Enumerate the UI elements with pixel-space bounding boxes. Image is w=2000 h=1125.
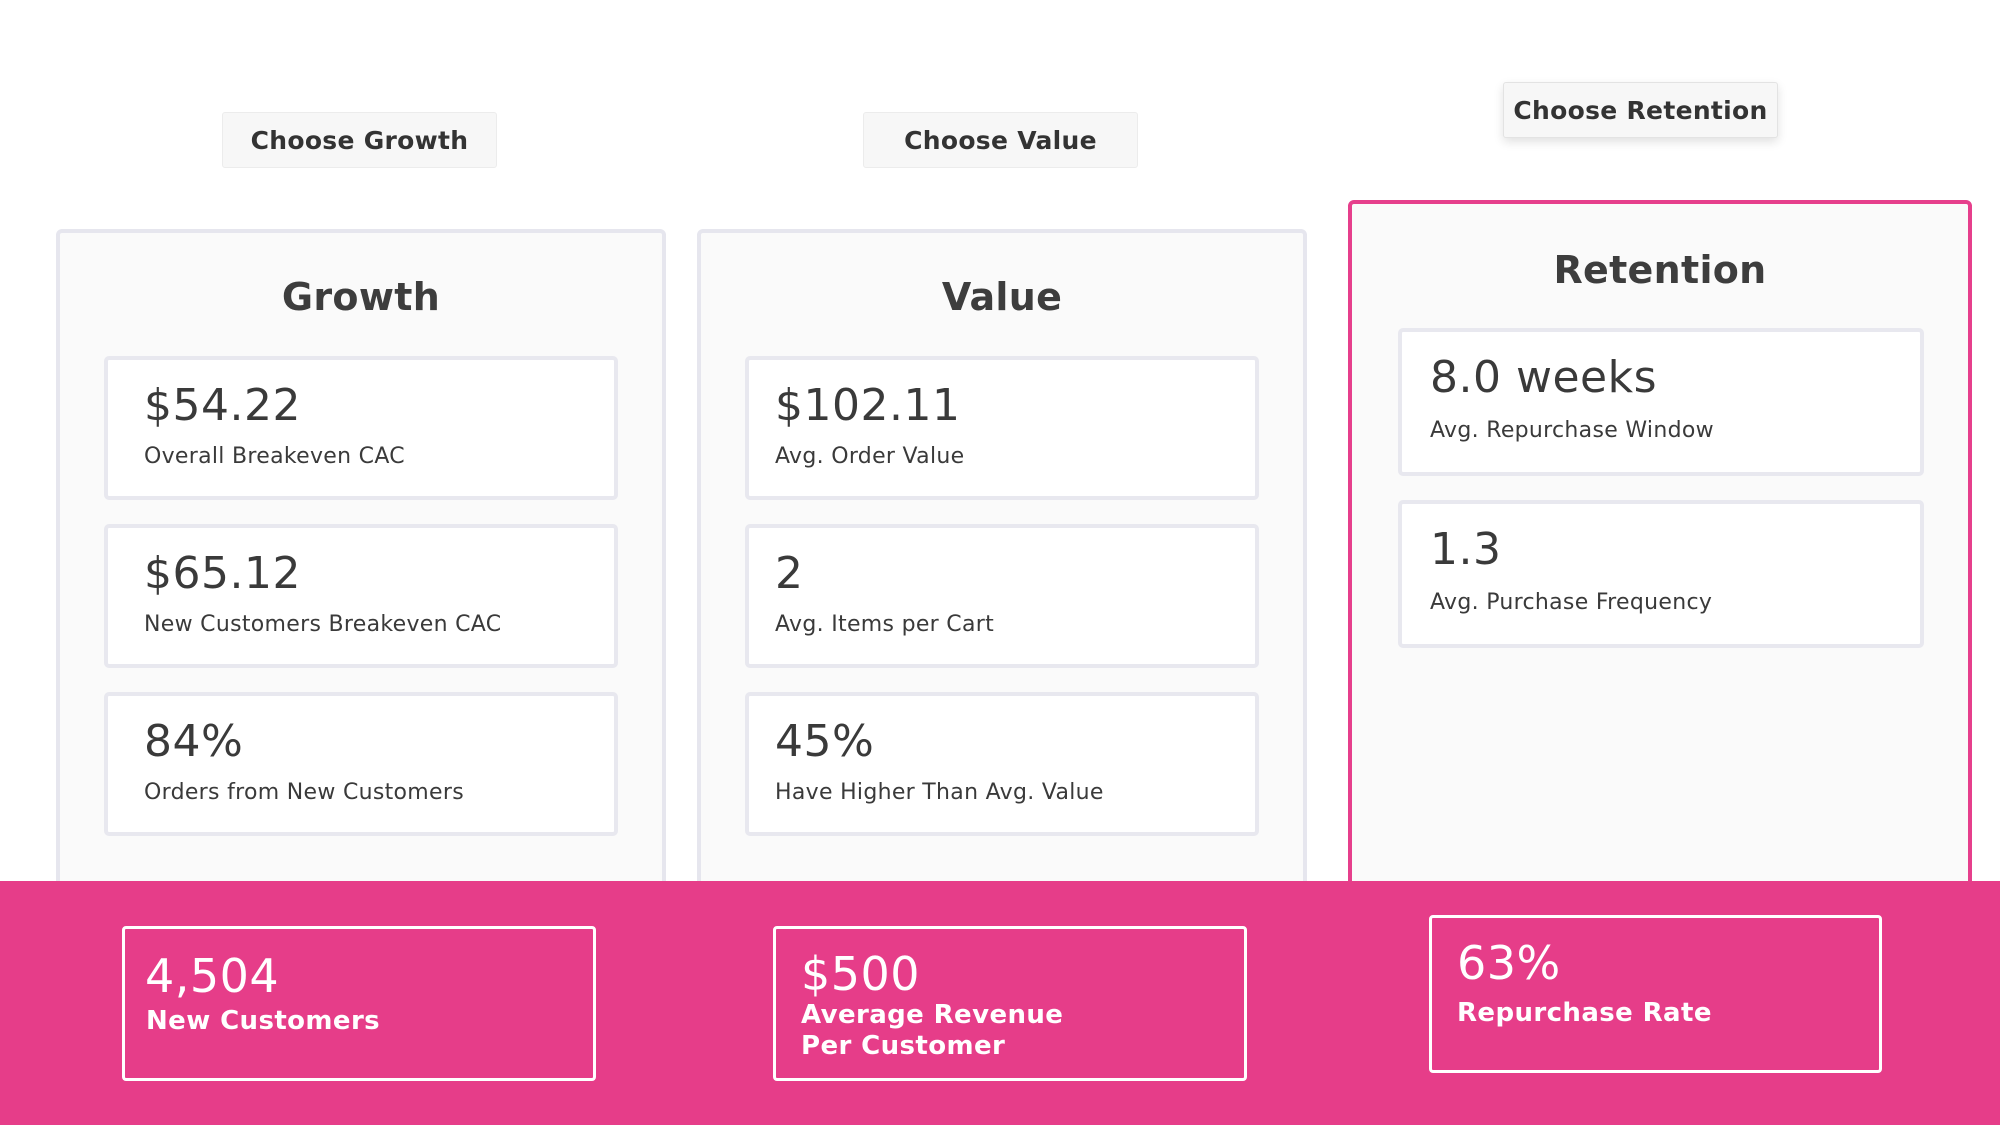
metric-card-avg-repurchase-window: 8.0 weeks Avg. Repurchase Window: [1398, 328, 1924, 476]
choose-retention-button[interactable]: Choose Retention: [1503, 82, 1778, 138]
summary-footer: 4,504 New Customers $500 Average Revenue…: [0, 881, 2000, 1125]
metric-label: Orders from New Customers: [144, 780, 464, 805]
metric-card-higher-than-avg-value: 45% Have Higher Than Avg. Value: [745, 692, 1259, 836]
metric-label: Avg. Repurchase Window: [1430, 418, 1714, 443]
metric-label: Avg. Order Value: [775, 444, 965, 469]
metric-value: 45%: [775, 716, 875, 767]
summary-label: Repurchase Rate: [1457, 998, 1712, 1028]
retention-panel: Retention 8.0 weeks Avg. Repurchase Wind…: [1348, 200, 1972, 930]
growth-panel: Growth $54.22 Overall Breakeven CAC $65.…: [56, 229, 666, 929]
metric-label: Avg. Items per Cart: [775, 612, 995, 637]
metric-value: 1.3: [1430, 524, 1502, 575]
choose-value-button[interactable]: Choose Value: [863, 112, 1138, 168]
growth-panel-title: Growth: [281, 275, 441, 319]
summary-label: Average Revenue Per Customer: [801, 1000, 1064, 1061]
summary-value: 63%: [1457, 936, 1561, 990]
metric-value: $54.22: [144, 380, 301, 431]
summary-card-repurchase-rate: 63% Repurchase Rate: [1429, 915, 1882, 1073]
metric-label: Have Higher Than Avg. Value: [775, 780, 1104, 805]
metric-card-avg-order-value: $102.11 Avg. Order Value: [745, 356, 1259, 500]
summary-label: New Customers: [146, 1006, 381, 1036]
metric-label: New Customers Breakeven CAC: [144, 612, 502, 637]
metric-card-orders-from-new-customers: 84% Orders from New Customers: [104, 692, 618, 836]
value-panel-title: Value: [941, 275, 1063, 319]
metric-value: 8.0 weeks: [1430, 352, 1657, 403]
value-panel: Value $102.11 Avg. Order Value 2 Avg. It…: [697, 229, 1307, 929]
metric-label: Overall Breakeven CAC: [144, 444, 405, 469]
metric-card-new-customers-breakeven-cac: $65.12 New Customers Breakeven CAC: [104, 524, 618, 668]
metric-value: 84%: [144, 716, 244, 767]
metric-value: $65.12: [144, 548, 301, 599]
metric-card-overall-breakeven-cac: $54.22 Overall Breakeven CAC: [104, 356, 618, 500]
summary-card-new-customers: 4,504 New Customers: [122, 926, 596, 1081]
summary-card-average-revenue: $500 Average Revenue Per Customer: [773, 926, 1247, 1081]
metric-card-avg-purchase-frequency: 1.3 Avg. Purchase Frequency: [1398, 500, 1924, 648]
metric-card-avg-items-per-cart: 2 Avg. Items per Cart: [745, 524, 1259, 668]
summary-value: $500: [801, 947, 921, 1001]
metric-value: 2: [775, 548, 804, 599]
metric-value: $102.11: [775, 380, 961, 431]
retention-panel-title: Retention: [1553, 248, 1767, 292]
choose-growth-button[interactable]: Choose Growth: [222, 112, 497, 168]
summary-value: 4,504: [145, 949, 280, 1003]
metric-label: Avg. Purchase Frequency: [1430, 590, 1713, 615]
